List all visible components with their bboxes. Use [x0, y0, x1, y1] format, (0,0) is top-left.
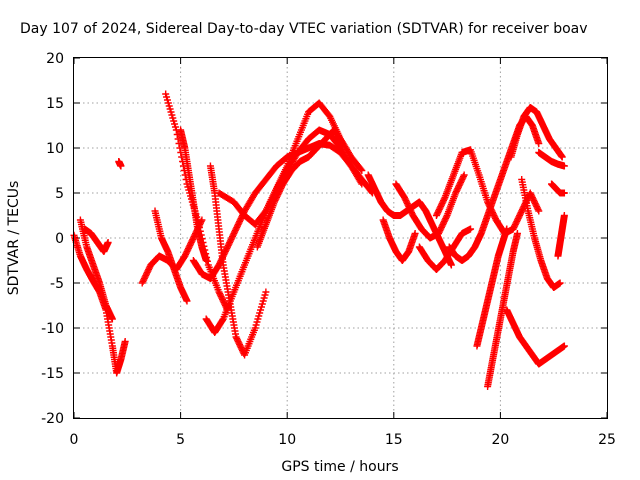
data-point	[358, 167, 366, 174]
data-point	[411, 230, 419, 237]
series-track-2	[76, 216, 116, 323]
data-point	[180, 167, 188, 174]
data-point	[219, 316, 227, 324]
x-axis-label: GPS time / hours	[281, 459, 398, 475]
data-point	[357, 165, 365, 173]
data-point	[203, 254, 211, 261]
series-track-1	[70, 231, 129, 377]
y-tick-label: 5	[55, 186, 64, 202]
series-track-13	[253, 126, 347, 251]
data-point	[202, 250, 210, 258]
y-tick-label: 0	[55, 231, 64, 247]
data-point	[194, 216, 202, 224]
data-point	[196, 227, 204, 235]
data-point	[338, 138, 346, 146]
series-track-23	[507, 104, 566, 161]
data-point	[108, 315, 116, 323]
y-tick-label: 20	[46, 51, 64, 67]
data-point	[179, 162, 187, 170]
data-point	[198, 235, 206, 243]
data-point	[104, 239, 112, 246]
y-tick-label: 10	[46, 141, 64, 157]
data-point	[177, 149, 185, 156]
data-point	[460, 171, 468, 179]
data-point	[179, 158, 187, 165]
data-point	[181, 171, 189, 179]
y-axis-ticks: -20 -15 -10 -5 0 5 10 15 20	[41, 51, 607, 427]
series-track-15	[379, 216, 419, 264]
data-point	[534, 206, 542, 213]
y-tick-label: -10	[41, 321, 64, 337]
data-point	[262, 288, 270, 296]
series-track-24	[518, 176, 564, 291]
x-tick-label: 0	[70, 432, 79, 448]
series-track-26	[548, 180, 568, 197]
data-point	[447, 261, 455, 269]
series-track-3	[81, 225, 112, 255]
data-point	[203, 257, 211, 265]
data-point	[173, 131, 181, 138]
data-point	[503, 225, 511, 233]
series-track-22	[503, 306, 568, 368]
data-point	[178, 153, 186, 161]
series-track-16	[392, 171, 468, 242]
data-point	[535, 140, 543, 147]
series-track-8	[162, 90, 232, 314]
data-point	[467, 225, 475, 233]
x-tick-label: 5	[176, 432, 185, 448]
series-track-27	[554, 212, 568, 260]
data-point	[357, 179, 365, 186]
data-point	[440, 195, 448, 203]
series-track-11	[206, 162, 270, 359]
data-point	[535, 207, 543, 215]
data-point	[172, 126, 180, 134]
data-point	[197, 231, 205, 239]
y-tick-label: -15	[41, 366, 64, 382]
series-track-12	[215, 99, 366, 228]
data-point	[358, 180, 366, 188]
data-point	[560, 162, 568, 170]
data-point	[183, 297, 191, 305]
data-point	[199, 239, 207, 246]
series-track-6	[151, 207, 191, 305]
chart-title: Day 107 of 2024, Sidereal Day-to-day VTE…	[20, 21, 588, 37]
data-point	[560, 212, 568, 219]
x-tick-label: 20	[491, 432, 509, 448]
data-point	[200, 242, 208, 250]
y-tick-label: -20	[41, 411, 64, 427]
data-point	[175, 140, 183, 147]
data-point	[558, 153, 566, 161]
data-point	[176, 144, 184, 152]
data-point	[195, 220, 203, 228]
series-track-21	[484, 230, 521, 390]
y-axis-label: SDTVAR / TECUs	[6, 181, 22, 296]
x-tick-label: 10	[278, 432, 296, 448]
data-point	[556, 279, 564, 287]
x-tick-label: 15	[385, 432, 403, 448]
series-track-18	[432, 146, 543, 237]
data-point	[201, 246, 209, 254]
series-track-25	[535, 149, 568, 170]
series-track-4	[115, 158, 125, 170]
data-point	[195, 224, 203, 231]
y-tick-label: 15	[46, 96, 64, 112]
data-point	[459, 173, 467, 180]
y-tick-label: -5	[50, 276, 64, 292]
plot-frame	[73, 57, 608, 419]
data-point	[121, 338, 129, 345]
data-point	[182, 176, 190, 183]
data-point	[560, 342, 568, 350]
x-tick-label: 25	[598, 432, 616, 448]
data-point	[339, 140, 347, 147]
data-point	[560, 189, 568, 197]
x-axis-ticks: 0 5 10 15 20 25	[70, 58, 616, 448]
data-point	[117, 162, 125, 170]
data-point	[442, 213, 450, 221]
data-point	[513, 230, 521, 237]
series-track-20	[473, 225, 511, 350]
data-point	[174, 135, 182, 143]
data-points	[70, 90, 568, 390]
